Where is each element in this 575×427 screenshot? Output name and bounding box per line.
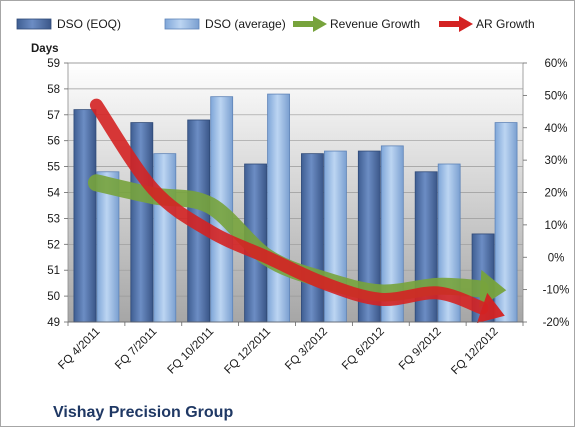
bar-dso-average [153,153,177,323]
x-tick-label: FQ 12/2012 [449,326,500,377]
x-tick-label: FQ 3/2012 [283,326,330,373]
y2-tick-label: 10% [544,220,567,232]
legend-label-ar-growth: AR Growth [476,17,535,31]
x-tick-label: FQ 6/2012 [340,326,387,373]
legend-arrow-ar-growth [439,16,473,32]
legend: DSO (EOQ) DSO (average) Revenue Growth A… [16,16,535,32]
y2-tick-label: 0% [548,252,565,264]
legend-label-revenue-growth: Revenue Growth [330,17,420,31]
bar-dso-average [267,93,290,323]
legend-label-dso-average: DSO (average) [205,17,286,31]
y-tick-label: 53 [47,213,60,225]
y-tick-label: 50 [47,291,60,303]
bar-dso-eoq [301,153,324,323]
y2-tick-label: 50% [544,90,567,102]
y-tick-label: 54 [47,188,60,200]
legend-label-dso-eoq: DSO (EOQ) [57,17,121,31]
y-tick-label: 51 [47,265,60,277]
y-tick-label: 59 [47,58,60,70]
y2-tick-label: 40% [544,123,567,135]
y-axis-title: Days [31,43,59,55]
y-tick-label: 49 [47,317,60,329]
x-tick-label: FQ 4/2011 [56,326,102,372]
trend-arrows [87,98,507,324]
bars [73,93,518,323]
y-tick-label: 57 [47,110,60,122]
x-tick-label: FQ 9/2012 [397,326,444,373]
y-tick-label: 55 [47,162,60,174]
y2-tick-label: -10% [543,285,570,297]
legend-swatch-dso-eoq [16,18,52,30]
legend-swatch-dso-average [164,18,200,30]
ar-growth-line [89,98,489,315]
bar-dso-eoq [73,109,97,323]
y-tick-label: 52 [47,239,60,251]
x-tick-label: FQ 10/2011 [165,326,216,377]
y2-tick-label: 60% [544,58,567,70]
y2-axis-ticks: -20% -10% 0% 10% 20% 30% 40% 50% 60% [523,58,569,329]
ar-growth-arrowhead [476,292,505,324]
x-axis-ticks: FQ 4/2011 FQ 7/2011 FQ 10/2011 FQ 12/2011 FQ… [56,321,524,377]
y2-tick-label: 20% [544,188,567,200]
x-tick-label: FQ 12/2011 [222,326,273,377]
y-tick-label: 56 [47,136,60,148]
y2-tick-label: -20% [543,317,570,329]
y2-tick-label: 30% [544,155,567,167]
legend-arrow-revenue-growth [293,16,327,32]
x-tick-label: FQ 7/2011 [113,326,159,372]
y-tick-label: 58 [47,84,60,96]
y-axis-ticks: 49 50 51 52 53 54 55 56 57 58 59 [47,58,68,329]
footer-title: Vishay Precision Group [53,404,233,421]
